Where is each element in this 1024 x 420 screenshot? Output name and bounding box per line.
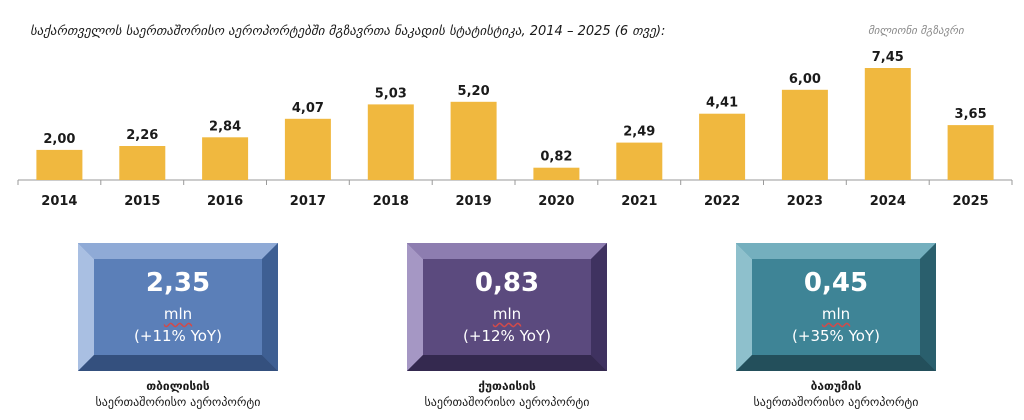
- tbilisi-card: 2,35 mln (+11% YoY): [78, 243, 278, 371]
- data-label-2015: 2,26: [126, 128, 158, 143]
- x-tick-label-2017: 2017: [290, 194, 326, 209]
- x-tick-label-2018: 2018: [373, 194, 409, 209]
- data-label-2016: 2,84: [209, 119, 241, 134]
- bar-2016: [202, 137, 249, 180]
- data-label-2018: 5,03: [375, 86, 407, 101]
- x-tick-label-2023: 2023: [787, 194, 823, 209]
- x-tick-label-2021: 2021: [621, 194, 657, 209]
- data-label-2025: 3,65: [955, 107, 987, 122]
- x-tick-label-2024: 2024: [870, 194, 906, 209]
- bar-2019: [450, 101, 497, 180]
- data-label-2024: 7,45: [872, 50, 904, 65]
- batumi-caption: ბათუმის საერთაშორისო აეროპორტი: [726, 378, 946, 410]
- tbilisi-card-frame: [78, 243, 278, 371]
- tbilisi-unit: mln: [163, 305, 193, 323]
- kutaisi-caption-line2: საერთაშორისო აეროპორტი: [424, 395, 590, 409]
- batumi-card-frame: [736, 243, 936, 371]
- bar-2017: [284, 118, 331, 180]
- tbilisi-caption: თბილისის საერთაშორისო აეროპორტი: [68, 378, 288, 410]
- batumi-unit: mln: [821, 305, 851, 323]
- tbilisi-yoy: (+11% YoY): [134, 327, 222, 345]
- batumi-yoy: (+35% YoY): [792, 327, 880, 345]
- kutaisi-yoy: (+12% YoY): [463, 327, 551, 345]
- batumi-card: 0,45 mln (+35% YoY): [736, 243, 936, 371]
- data-label-2020: 0,82: [540, 150, 572, 165]
- x-tick-label-2016: 2016: [207, 194, 243, 209]
- kutaisi-caption: ქუთაისის საერთაშორისო აეროპორტი: [397, 378, 617, 410]
- bar-2025: [947, 125, 994, 180]
- data-label-2019: 5,20: [458, 84, 490, 99]
- batumi-caption-line1: ბათუმის: [810, 379, 862, 393]
- bar-2022: [699, 113, 746, 180]
- x-tick-label-2014: 2014: [41, 194, 77, 209]
- bar-2021: [616, 142, 663, 180]
- data-label-2022: 4,41: [706, 96, 738, 111]
- kutaisi-caption-line1: ქუთაისის: [478, 379, 536, 393]
- bar-2018: [367, 104, 414, 180]
- tbilisi-caption-line1: თბილისის: [146, 379, 210, 393]
- data-label-2017: 4,07: [292, 101, 324, 116]
- bar-chart: 2,00 2014 2,26 2015 2,84 2016 4,07 2017 5,03 2018…: [17, 50, 1013, 209]
- unit-label: მილიონი მგზავრი: [868, 24, 964, 37]
- kutaisi-passengers-value: 0,83: [474, 268, 540, 298]
- chart-title: საქართველოს საერთაშორისო აეროპორტებში მგ…: [30, 24, 666, 39]
- data-label-2014: 2,00: [43, 132, 75, 147]
- kutaisi-unit: mln: [492, 305, 522, 323]
- tbilisi-caption-line2: საერთაშორისო აეროპორტი: [95, 395, 261, 409]
- bar-2014: [36, 149, 83, 180]
- bar-2023: [781, 89, 828, 180]
- batumi-caption-line2: საერთაშორისო აეროპორტი: [753, 395, 919, 409]
- x-tick-label-2022: 2022: [704, 194, 740, 209]
- kutaisi-card: 0,83 mln (+12% YoY): [407, 243, 607, 371]
- x-tick-label-2025: 2025: [953, 194, 989, 209]
- bar-2015: [119, 146, 166, 180]
- x-tick-label-2015: 2015: [124, 194, 160, 209]
- data-label-2021: 2,49: [623, 125, 655, 140]
- tbilisi-passengers-value: 2,35: [145, 268, 211, 298]
- bar-2024: [864, 68, 911, 180]
- x-tick-label-2020: 2020: [538, 194, 574, 209]
- x-tick-label-2019: 2019: [456, 194, 492, 209]
- kutaisi-card-frame: [407, 243, 607, 371]
- batumi-passengers-value: 0,45: [803, 268, 869, 298]
- bar-2020: [533, 167, 580, 180]
- data-label-2023: 6,00: [789, 72, 821, 87]
